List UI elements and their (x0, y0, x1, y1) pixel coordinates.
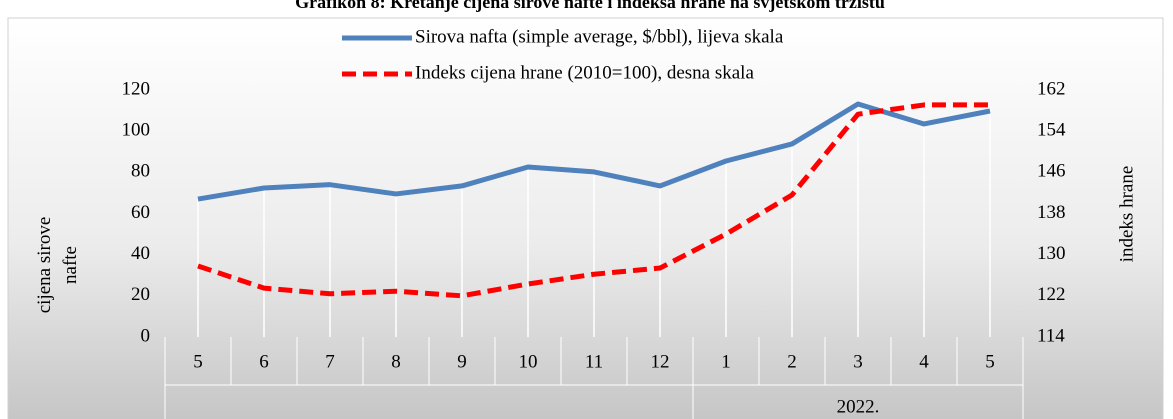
x-tick-label: 2 (787, 351, 797, 372)
y2-tick-label: 154 (1037, 120, 1066, 141)
series-line (197, 102, 990, 299)
x-tick-label: 6 (259, 351, 269, 372)
y-axis-title: cijena sirove nafte (34, 217, 81, 314)
y-tick-label: 80 (131, 161, 150, 182)
x-tick-label: 5 (193, 351, 203, 372)
y2-tick-label: 138 (1037, 202, 1066, 223)
y-tick-label: 100 (122, 120, 151, 141)
y-tick-label: 40 (131, 243, 150, 264)
x-tick-label: 11 (585, 351, 603, 372)
x-tick-label: 8 (391, 351, 401, 372)
y2-tick-label: 162 (1037, 78, 1066, 99)
group-label: 2022. (837, 396, 880, 417)
series-line (197, 101, 991, 202)
x-tick-label: 4 (919, 351, 929, 372)
x-tick-label: 9 (457, 351, 467, 372)
x-tick-label: 7 (325, 351, 335, 372)
chart-area (7, 17, 1164, 419)
y-tick-label: 20 (131, 284, 150, 305)
x-tick-label: 5 (985, 351, 995, 372)
y-tick-label: 120 (122, 78, 151, 99)
x-tick-label: 1 (721, 351, 731, 372)
y2-tick-label: 130 (1037, 243, 1066, 264)
x-tick-label: 12 (651, 351, 670, 372)
legend-label: Indeks cijena hrane (2010=100), desna sk… (415, 62, 754, 83)
chart-title: Grafikon 8: Kretanje cijena sirove nafte… (295, 0, 885, 12)
y2-tick-label: 122 (1037, 284, 1066, 305)
x-tick-label: 10 (519, 351, 538, 372)
y-tick-label: 0 (141, 325, 151, 346)
y2-tick-label: 146 (1037, 161, 1066, 182)
legend-label: Sirova nafta (simple average, $/bbl), li… (415, 26, 784, 47)
y2-tick-label: 114 (1037, 325, 1065, 346)
y-tick-label: 60 (131, 202, 150, 223)
x-tick-label: 3 (853, 351, 863, 372)
y2-axis-title: indeks hrane (1116, 166, 1137, 263)
